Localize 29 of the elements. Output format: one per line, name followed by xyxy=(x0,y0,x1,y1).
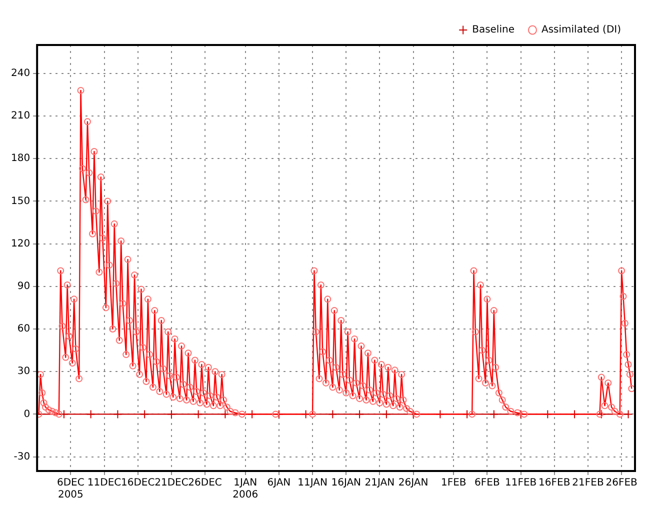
x-tick-label: 21DEC xyxy=(154,478,188,489)
x-tick-label: 26FEB xyxy=(606,478,638,489)
x-tick-label: 6FEB xyxy=(474,478,500,489)
x-tick-label: 11JAN xyxy=(298,478,328,489)
y-tick-label: 0 xyxy=(24,408,30,420)
x-tick-label: 16JAN xyxy=(331,478,362,489)
x-tick-label: 26JAN xyxy=(398,478,428,489)
x-tick-label: 11DEC xyxy=(87,478,122,489)
y-tick-label: 120 xyxy=(10,238,30,250)
x-tick-label: 16DEC xyxy=(120,478,155,489)
x-tick-label: 6DEC 2005 xyxy=(56,478,84,501)
y-tick-label: 180 xyxy=(10,153,30,164)
x-tick-label: 16FEB xyxy=(538,478,570,489)
x-tick-label: 1JAN 2006 xyxy=(232,478,258,501)
y-tick-label: 210 xyxy=(10,110,30,122)
x-tick-label: 26DEC xyxy=(188,478,222,489)
x-tick-label: 21JAN xyxy=(364,478,395,489)
legend-label: Baseline xyxy=(472,24,514,36)
y-tick-label: 30 xyxy=(17,366,30,378)
x-tick-label: 6JAN xyxy=(267,478,291,489)
y-tick-label: -30 xyxy=(14,451,30,462)
y-tick-label: 150 xyxy=(10,196,30,207)
x-tick-label: 1FEB xyxy=(440,478,466,489)
legend-label: Assimilated (DI) xyxy=(541,24,622,36)
x-tick-label: 21FEB xyxy=(572,478,604,489)
y-tick-label: 90 xyxy=(17,280,30,292)
y-tick-label: 60 xyxy=(17,324,30,335)
y-tick-label: 240 xyxy=(10,68,30,79)
x-tick-label: 11FEB xyxy=(504,478,537,489)
